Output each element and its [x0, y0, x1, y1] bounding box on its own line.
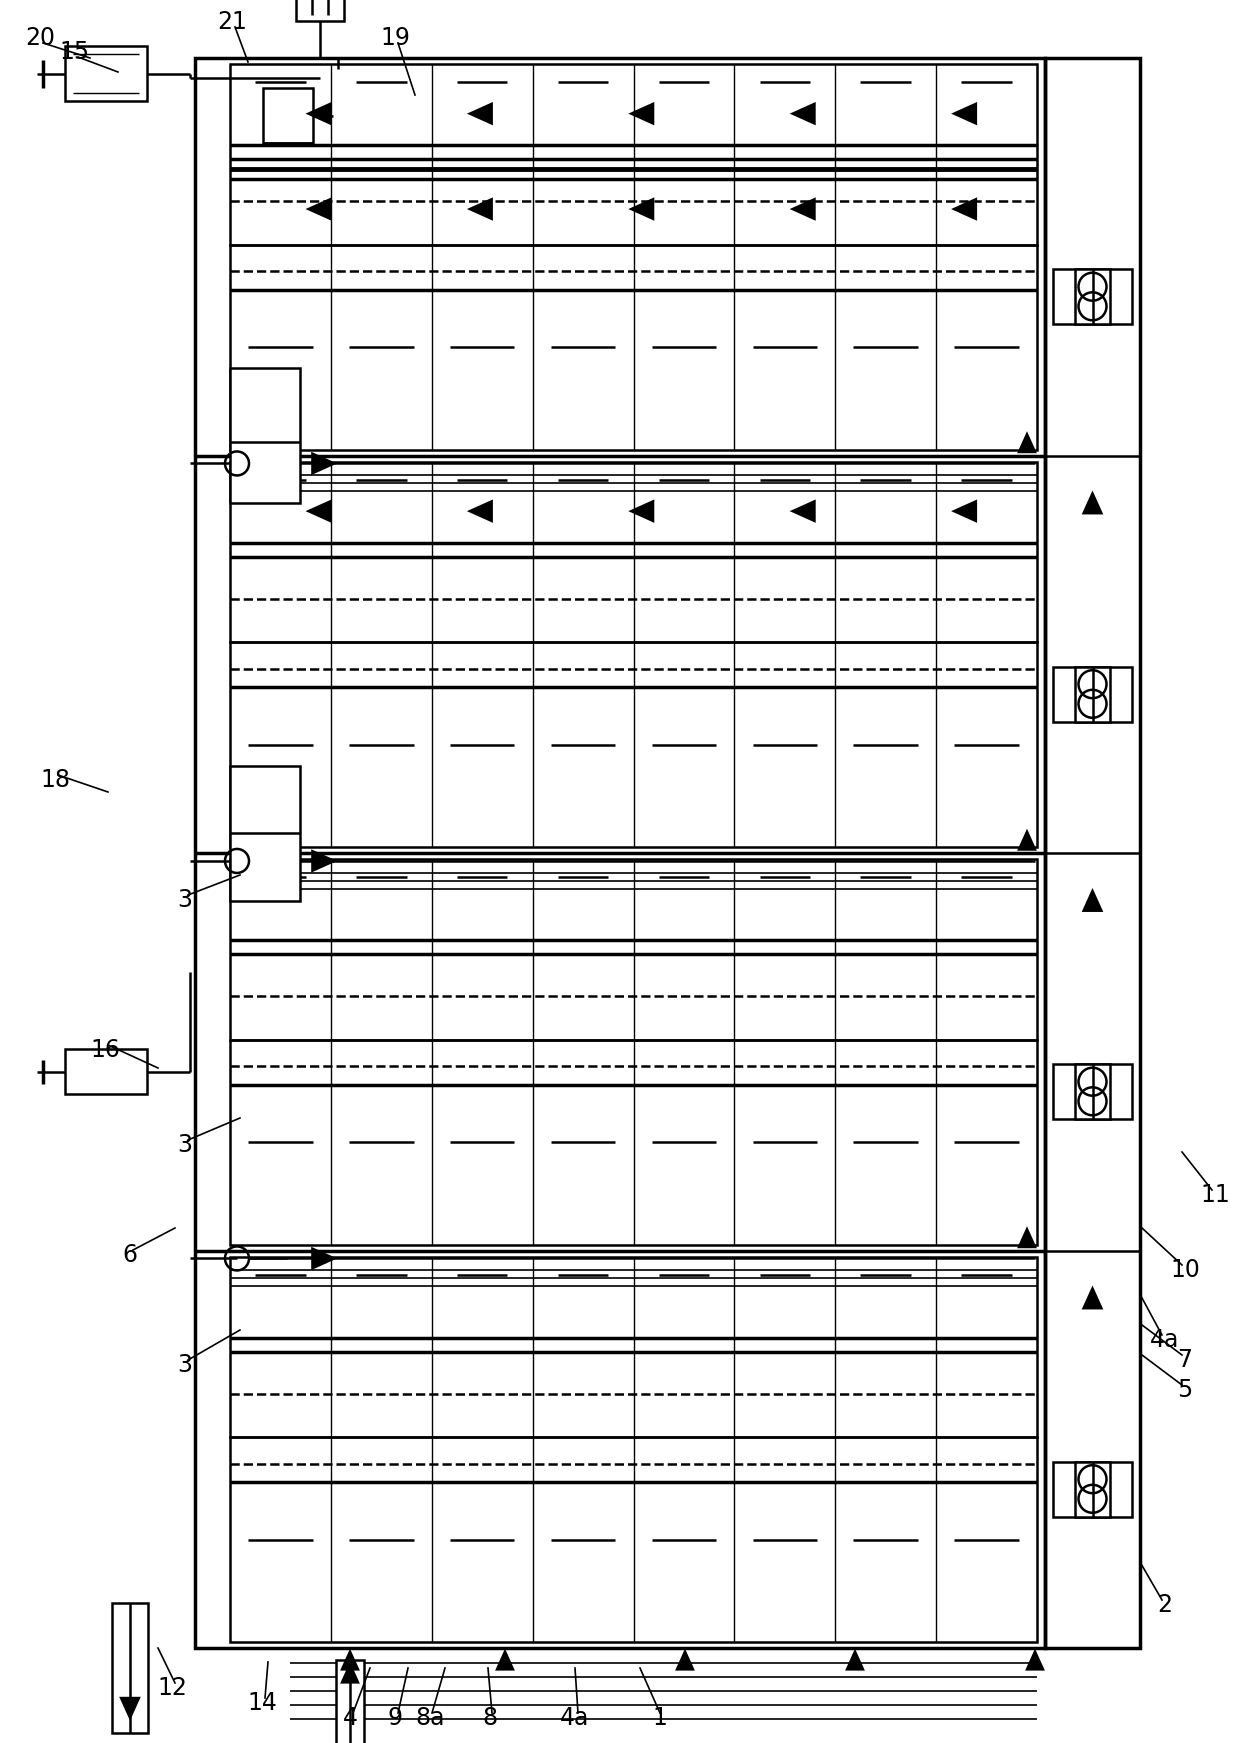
Bar: [64, 1049, 148, 1095]
Polygon shape: [467, 101, 494, 125]
Polygon shape: [1081, 887, 1104, 912]
Polygon shape: [340, 1661, 360, 1684]
Polygon shape: [119, 1696, 141, 1720]
Bar: [1075, 268, 1110, 324]
Bar: [1053, 666, 1132, 722]
Text: 21: 21: [217, 10, 247, 35]
Text: 3: 3: [177, 1133, 192, 1157]
Text: 10: 10: [1171, 1258, 1200, 1283]
Bar: [1075, 1461, 1110, 1516]
Polygon shape: [467, 197, 494, 221]
Bar: [1053, 268, 1132, 324]
Polygon shape: [846, 1649, 866, 1670]
Polygon shape: [629, 197, 655, 221]
Text: 4a: 4a: [1151, 1328, 1179, 1353]
Text: 2: 2: [1157, 1593, 1173, 1618]
Text: 1: 1: [652, 1706, 667, 1731]
Polygon shape: [340, 1649, 360, 1670]
Text: 15: 15: [60, 40, 91, 64]
Bar: [263, 87, 312, 143]
Text: 8: 8: [482, 1706, 497, 1731]
Bar: [229, 1257, 1037, 1438]
Polygon shape: [790, 197, 816, 221]
Polygon shape: [1081, 490, 1104, 514]
Polygon shape: [675, 1649, 694, 1670]
Polygon shape: [951, 197, 977, 221]
Bar: [296, 0, 343, 21]
Text: 5: 5: [1177, 1379, 1193, 1401]
Polygon shape: [311, 1246, 337, 1271]
Polygon shape: [790, 500, 816, 523]
Polygon shape: [629, 101, 655, 125]
Bar: [229, 1041, 1037, 1245]
Text: 8a: 8a: [415, 1706, 445, 1731]
Polygon shape: [1017, 1227, 1037, 1248]
Text: 16: 16: [91, 1039, 120, 1061]
Polygon shape: [495, 1649, 515, 1670]
Bar: [195, 58, 1045, 1647]
Text: 3: 3: [177, 1353, 192, 1377]
Text: 3: 3: [177, 887, 192, 912]
Text: 19: 19: [381, 26, 410, 51]
Text: 12: 12: [157, 1677, 187, 1699]
Bar: [229, 1438, 1037, 1642]
Bar: [336, 1659, 365, 1743]
Bar: [229, 643, 1037, 847]
Bar: [229, 64, 1037, 244]
Text: 6: 6: [123, 1243, 138, 1267]
Polygon shape: [790, 101, 816, 125]
Text: 18: 18: [40, 769, 69, 791]
Text: 11: 11: [1200, 1183, 1230, 1206]
Polygon shape: [467, 500, 494, 523]
Text: 7: 7: [1178, 1347, 1193, 1372]
Bar: [1045, 58, 1140, 1647]
Bar: [1075, 666, 1110, 722]
Polygon shape: [305, 101, 331, 125]
Bar: [229, 765, 300, 901]
Polygon shape: [1017, 431, 1037, 453]
Text: 4: 4: [342, 1706, 357, 1731]
Bar: [229, 462, 1037, 643]
Bar: [64, 45, 148, 101]
Bar: [1053, 1063, 1132, 1119]
Bar: [229, 859, 1037, 1041]
Polygon shape: [1017, 828, 1037, 851]
Bar: [1053, 1461, 1132, 1516]
Polygon shape: [1081, 1285, 1104, 1309]
Bar: [1075, 1063, 1110, 1119]
Polygon shape: [629, 500, 655, 523]
Bar: [112, 1604, 148, 1733]
Text: 14: 14: [247, 1691, 277, 1715]
Text: 4a: 4a: [560, 1706, 590, 1731]
Polygon shape: [311, 451, 337, 476]
Polygon shape: [311, 849, 337, 873]
Bar: [229, 244, 1037, 450]
Polygon shape: [951, 101, 977, 125]
Bar: [229, 368, 300, 504]
Polygon shape: [305, 500, 331, 523]
Text: 20: 20: [25, 26, 55, 51]
Polygon shape: [951, 500, 977, 523]
Text: 9: 9: [387, 1706, 403, 1731]
Polygon shape: [305, 197, 331, 221]
Polygon shape: [1025, 1649, 1045, 1670]
